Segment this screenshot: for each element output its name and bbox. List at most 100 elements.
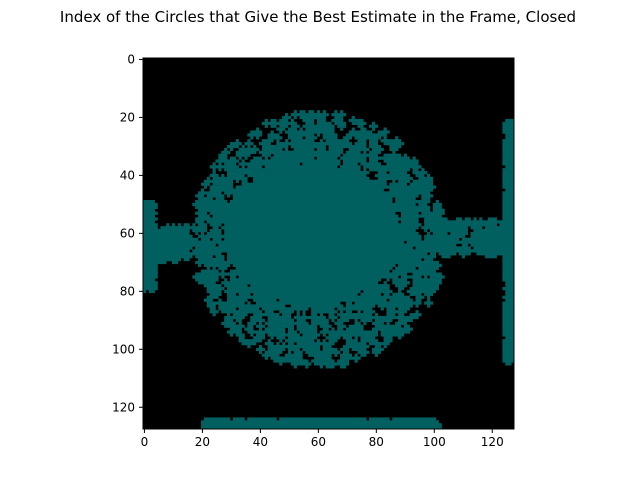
heatmap-cell [369,159,379,163]
heatmap-cell [502,124,515,128]
heatmap-cell [209,229,222,233]
heatmap-cell [363,289,393,294]
heatmap-cell [302,124,335,128]
heatmap-cell [198,191,222,195]
heatmap-cell [348,130,373,134]
heatmap-cell [502,197,515,201]
heatmap-cell [148,289,155,294]
heatmap-cell [502,179,515,183]
heatmap-cell [238,336,245,340]
heatmap-cell [224,237,422,241]
heatmap-cell [322,333,326,337]
heatmap-cell [470,243,515,247]
heatmap-cell [256,347,266,352]
heatmap-cell [279,118,289,123]
heatmap-cell [395,197,416,201]
heatmap-cell [502,344,515,349]
heatmap-cell [392,179,396,183]
heatmap-cell [264,321,309,325]
heatmap-cell [290,144,326,149]
heatmap-cell [319,324,332,328]
heatmap-cell [502,313,515,317]
heatmap-cell [258,350,263,354]
heatmap-cell [363,321,367,325]
heatmap-cell [319,313,323,317]
heatmap-cell [502,176,515,181]
heatmap-cell [296,324,318,328]
heatmap-cell [424,275,428,279]
heatmap-cell [143,234,193,238]
heatmap-cell [322,344,332,349]
heatmap-cell [198,257,225,262]
heatmap-cell [195,231,199,236]
heatmap-cell [392,417,437,421]
heatmap-cell [502,214,515,218]
heatmap-cell [502,159,515,163]
x-tick-label: 0 [141,435,149,449]
heatmap-cell [461,237,515,241]
heatmap-cell [505,133,515,137]
heatmap-cell [502,353,515,357]
heatmap-cell [360,339,379,343]
heatmap-cell [334,353,338,357]
heatmap-cell [293,365,297,369]
heatmap-cell [316,121,332,125]
heatmap-cell [192,249,515,253]
heatmap-cell [357,310,361,314]
heatmap-cell [371,127,376,131]
heatmap-cell [198,281,216,285]
heatmap-cell [395,266,416,270]
heatmap-cell [279,362,283,366]
heatmap-cell [311,321,329,325]
heatmap-cell [450,231,468,236]
heatmap-cell [505,281,515,285]
heatmap-cell [322,339,326,343]
heatmap-cell [369,156,410,160]
heatmap-cells [143,110,515,430]
heatmap-cell [351,115,355,120]
heatmap-cell [395,136,399,140]
heatmap-cell [340,347,350,352]
heatmap-cell [203,298,213,302]
heatmap-cell [427,304,431,308]
heatmap-cell [421,194,434,198]
heatmap-cell [235,139,239,143]
heatmap-cell [415,298,422,302]
heatmap-cell [502,356,515,360]
heatmap-cell [195,272,408,276]
heatmap-cell [418,176,434,181]
heatmap-cell [209,185,234,189]
heatmap-cell [224,162,237,166]
heatmap-cell [285,139,289,143]
heatmap-cell [369,124,379,128]
heatmap-cell [232,313,248,317]
heatmap-cell [383,292,390,296]
heatmap-cell [502,333,515,337]
heatmap-cell [198,197,213,201]
heatmap-cell [200,426,442,430]
heatmap-cell [195,255,213,259]
heatmap-cell [485,226,515,230]
y-tick-label: 0 [127,52,135,66]
heatmap-cell [293,315,326,320]
heatmap-cell [296,318,306,323]
heatmap-cell [505,188,515,192]
heatmap-cell [305,365,309,369]
heatmap-cell [363,150,367,154]
heatmap-cell [203,417,231,421]
heatmap-cell [337,318,350,323]
heatmap-cell [348,118,364,123]
heatmap-cell [224,191,431,195]
heatmap-cell [371,147,384,152]
heatmap-cell [198,234,422,238]
heatmap-cell [267,318,295,323]
heatmap-cell [212,266,216,270]
heatmap-cell [502,310,515,314]
heatmap-cell [143,208,155,212]
heatmap-cell [357,139,367,143]
heatmap-cell [192,202,416,207]
heatmap-cell [253,292,358,296]
heatmap-cell [383,142,405,146]
heatmap-cell [505,118,515,123]
heatmap-cell [229,275,237,279]
